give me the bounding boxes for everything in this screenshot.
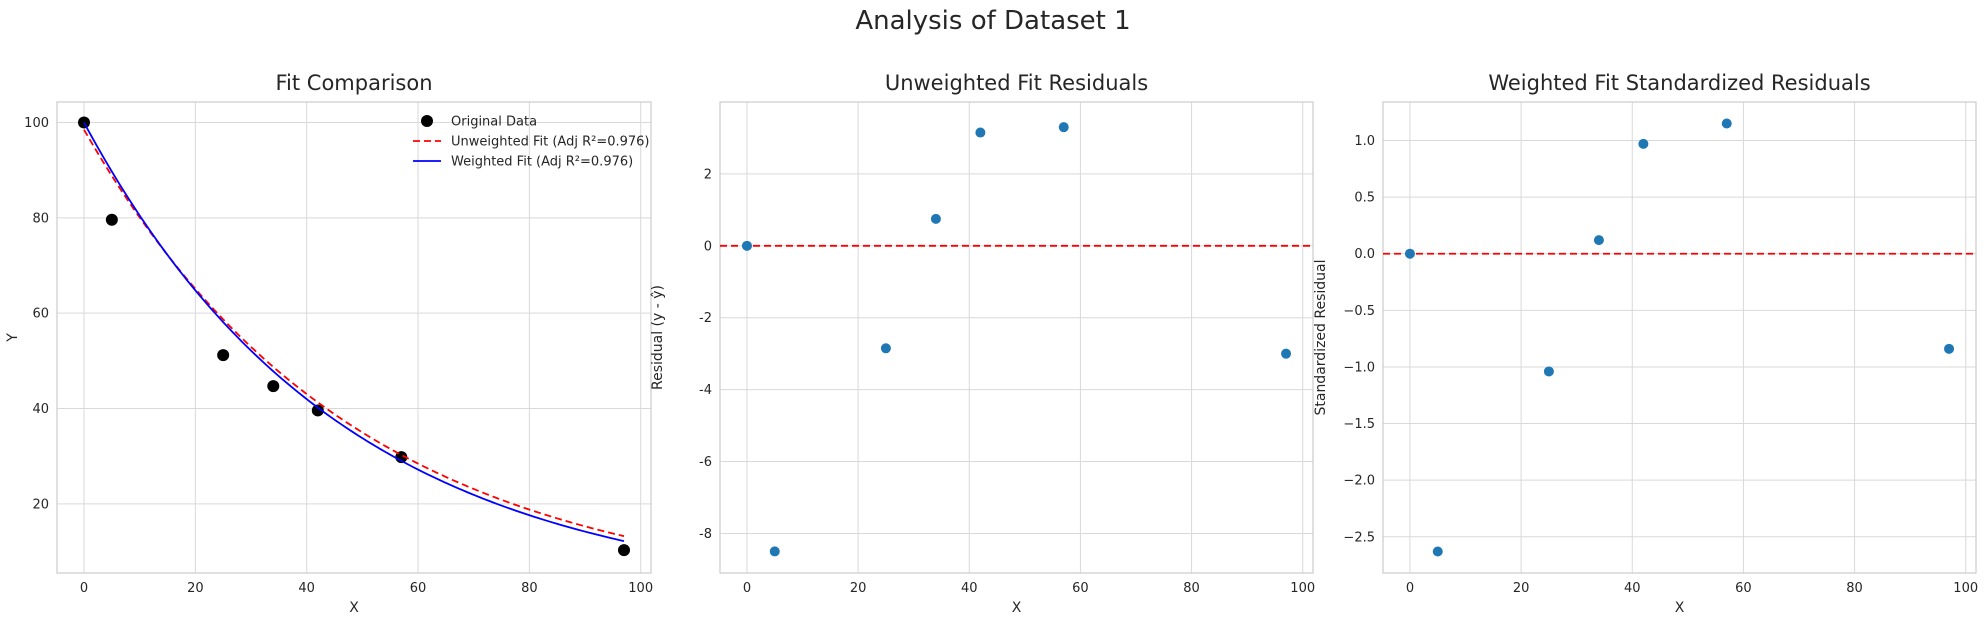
- x-tick-label: 80: [521, 581, 538, 596]
- x-tick-label: 60: [1735, 581, 1752, 596]
- data-point: [741, 240, 752, 251]
- y-tick-label: 0: [704, 239, 712, 254]
- data-point: [618, 544, 630, 557]
- data-point: [1432, 546, 1443, 557]
- legend: Original Data Unweighted Fit (Adj R²=0.97…: [413, 115, 650, 170]
- y-tick-label: 40: [32, 402, 49, 417]
- y-tick-label: -4: [699, 383, 712, 398]
- x-tick-label: 40: [1624, 581, 1641, 596]
- y-tick-label: −2.5: [1343, 530, 1375, 545]
- x-tick-label: 0: [1406, 581, 1414, 596]
- x-tick-label: 100: [1953, 581, 1978, 596]
- data-point: [975, 127, 986, 138]
- legend-entry: Original Data: [451, 115, 537, 130]
- data-point: [769, 546, 780, 557]
- x-tick-label: 0: [743, 581, 751, 596]
- y-tick-label: 100: [24, 116, 49, 131]
- panel-title: Unweighted Fit Residuals: [885, 71, 1148, 95]
- data-point: [1058, 122, 1069, 133]
- y-axis-label: Standardized Residual: [1313, 259, 1329, 415]
- y-axis-label: Y: [5, 333, 21, 343]
- plot-area: [720, 122, 1313, 557]
- plot-area: [78, 116, 630, 557]
- y-tick-label: 60: [32, 307, 49, 322]
- data-point: [930, 213, 941, 224]
- data-point: [1404, 248, 1415, 259]
- y-tick-label: 0.0: [1354, 247, 1375, 262]
- y-tick-label: -6: [699, 455, 712, 470]
- y-axis-label: Residual (y - ŷ): [650, 285, 666, 390]
- axes-frame: [719, 101, 1314, 574]
- x-axis-label: X: [1012, 600, 1022, 616]
- x-tick-label: 80: [1846, 581, 1863, 596]
- y-tick-label: −0.5: [1343, 304, 1375, 319]
- x-tick-label: 100: [628, 581, 653, 596]
- data-point: [1638, 138, 1649, 149]
- x-tick-label: 0: [80, 581, 88, 596]
- data-point: [1944, 343, 1955, 354]
- data-point: [311, 404, 324, 417]
- legend-entry: Unweighted Fit (Adj R²=0.976): [451, 135, 650, 150]
- x-tick-label: 40: [298, 581, 315, 596]
- data-point: [217, 349, 230, 362]
- y-tick-label: 80: [32, 211, 49, 226]
- axes-frame: [1382, 101, 1977, 574]
- x-tick-label: 100: [1290, 581, 1315, 596]
- fit-line-1: [83, 129, 625, 538]
- figure-title: Analysis of Dataset 1: [855, 6, 1130, 36]
- data-point: [105, 213, 118, 226]
- panel-2: 0 20 40 60 80 100 -8 -6 -4 -2 0 2 Unweighted Fit Res…: [650, 71, 1315, 616]
- panel-title: Fit Comparison: [275, 71, 432, 95]
- y-tick-label: 1.0: [1354, 134, 1375, 149]
- x-tick-label: 20: [850, 581, 867, 596]
- x-axis-label: X: [1675, 600, 1685, 616]
- data-point: [1593, 235, 1604, 246]
- x-tick-label: 20: [1513, 581, 1530, 596]
- x-tick-label: 60: [410, 581, 427, 596]
- y-tick-label: −1.5: [1343, 417, 1375, 432]
- y-tick-label: −2.0: [1343, 474, 1375, 489]
- y-tick-label: −1.0: [1343, 360, 1375, 375]
- y-tick-label: -8: [699, 527, 712, 542]
- axes-frame: [56, 101, 652, 574]
- y-tick-label: -2: [699, 311, 712, 326]
- x-tick-label: 40: [961, 581, 978, 596]
- x-tick-label: 80: [1183, 581, 1200, 596]
- data-point: [1281, 348, 1292, 359]
- data-point: [880, 343, 891, 354]
- x-tick-label: 60: [1072, 581, 1089, 596]
- x-tick-label: 20: [187, 581, 204, 596]
- legend-marker: [421, 115, 433, 127]
- legend-entry: Weighted Fit (Adj R²=0.976): [451, 155, 633, 170]
- y-tick-label: 20: [32, 497, 49, 512]
- x-axis-label: X: [349, 600, 359, 616]
- plot-area: [1383, 118, 1976, 557]
- y-tick-label: 0.5: [1354, 191, 1375, 206]
- panel-title: Weighted Fit Standardized Residuals: [1488, 71, 1870, 95]
- data-point: [1543, 366, 1554, 377]
- panel-3: 0 20 40 60 80 100 −2.5 −2.0 −1.5 −1.0 −0.5 0.0 0.5 1.…: [1313, 71, 1978, 616]
- fit-line-2: [83, 122, 625, 543]
- panel-1: 0 20 40 60 80 100 20 40 60 80 100 Fit Comparison X Y O…: [5, 71, 653, 616]
- data-point: [267, 380, 280, 393]
- data-point: [78, 116, 90, 129]
- y-tick-label: 2: [704, 167, 712, 182]
- data-point: [1721, 118, 1732, 129]
